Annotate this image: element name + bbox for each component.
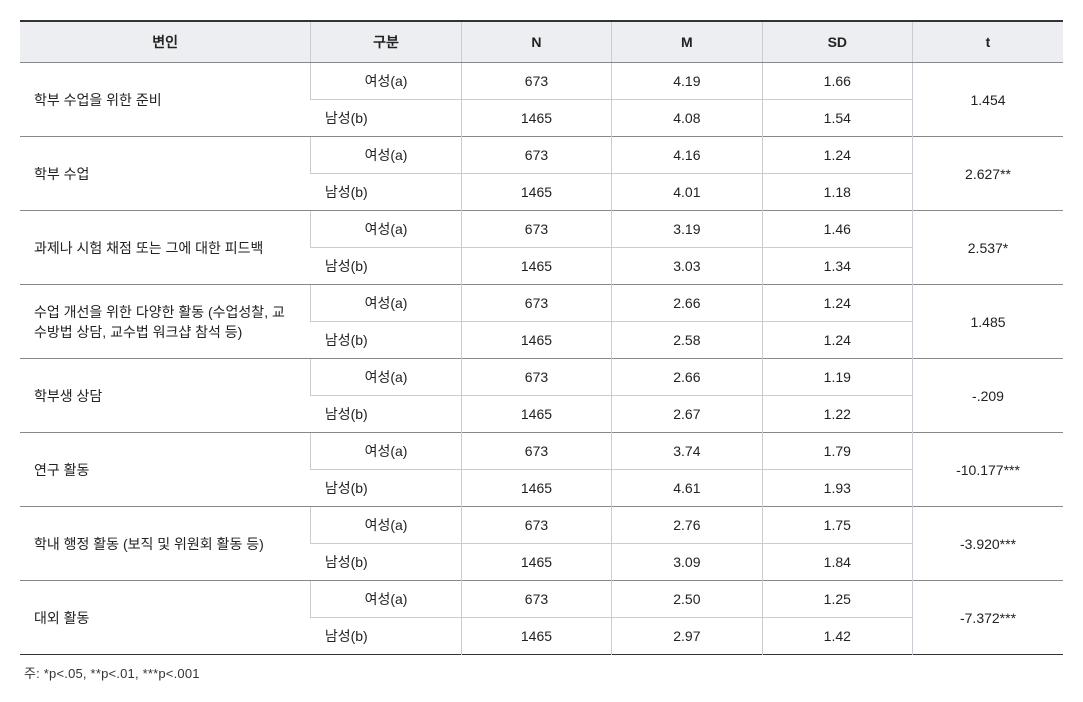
variable-label: 대외 활동 (20, 581, 311, 655)
n-cell: 1465 (461, 396, 611, 433)
group-cell: 남성(b) (311, 174, 461, 211)
variable-label: 연구 활동 (20, 433, 311, 507)
m-cell: 2.67 (612, 396, 762, 433)
sd-cell: 1.19 (762, 359, 912, 396)
header-variable: 변인 (20, 21, 311, 63)
header-n: N (461, 21, 611, 63)
group-cell: 여성(a) (311, 433, 461, 470)
sd-cell: 1.79 (762, 433, 912, 470)
t-cell: 2.627** (913, 137, 1063, 211)
header-sd: SD (762, 21, 912, 63)
sd-cell: 1.46 (762, 211, 912, 248)
sd-cell: 1.24 (762, 322, 912, 359)
sd-cell: 1.84 (762, 544, 912, 581)
group-cell: 여성(a) (311, 359, 461, 396)
sd-cell: 1.24 (762, 137, 912, 174)
n-cell: 673 (461, 285, 611, 322)
group-cell: 여성(a) (311, 63, 461, 100)
table-row: 학내 행정 활동 (보직 및 위원회 활동 등)여성(a)6732.761.75… (20, 507, 1063, 544)
table-row: 연구 활동여성(a)6733.741.79-10.177*** (20, 433, 1063, 470)
group-cell: 남성(b) (311, 470, 461, 507)
variable-label: 학부 수업 (20, 137, 311, 211)
t-cell: 2.537* (913, 211, 1063, 285)
n-cell: 673 (461, 137, 611, 174)
n-cell: 1465 (461, 248, 611, 285)
group-cell: 여성(a) (311, 137, 461, 174)
variable-label: 학내 행정 활동 (보직 및 위원회 활동 등) (20, 507, 311, 581)
group-cell: 남성(b) (311, 396, 461, 433)
m-cell: 2.76 (612, 507, 762, 544)
m-cell: 2.58 (612, 322, 762, 359)
sd-cell: 1.24 (762, 285, 912, 322)
n-cell: 1465 (461, 322, 611, 359)
table-row: 수업 개선을 위한 다양한 활동 (수업성찰, 교수방법 상담, 교수법 워크샵… (20, 285, 1063, 322)
n-cell: 673 (461, 433, 611, 470)
header-t: t (913, 21, 1063, 63)
variable-label: 학부생 상담 (20, 359, 311, 433)
m-cell: 2.50 (612, 581, 762, 618)
table-head: 변인 구분 N M SD t (20, 21, 1063, 63)
group-cell: 남성(b) (311, 322, 461, 359)
stats-table-container: 변인 구분 N M SD t 학부 수업을 위한 준비여성(a)6734.191… (20, 20, 1063, 682)
group-cell: 남성(b) (311, 544, 461, 581)
group-cell: 여성(a) (311, 581, 461, 618)
sd-cell: 1.93 (762, 470, 912, 507)
n-cell: 673 (461, 359, 611, 396)
sd-cell: 1.54 (762, 100, 912, 137)
t-cell: -.209 (913, 359, 1063, 433)
m-cell: 4.01 (612, 174, 762, 211)
n-cell: 1465 (461, 174, 611, 211)
m-cell: 3.03 (612, 248, 762, 285)
t-cell: -10.177*** (913, 433, 1063, 507)
table-row: 대외 활동여성(a)6732.501.25-7.372*** (20, 581, 1063, 618)
table-row: 학부 수업여성(a)6734.161.242.627** (20, 137, 1063, 174)
table-row: 과제나 시험 채점 또는 그에 대한 피드백여성(a)6733.191.462.… (20, 211, 1063, 248)
m-cell: 4.16 (612, 137, 762, 174)
t-cell: -3.920*** (913, 507, 1063, 581)
variable-label: 학부 수업을 위한 준비 (20, 63, 311, 137)
sd-cell: 1.22 (762, 396, 912, 433)
m-cell: 2.66 (612, 359, 762, 396)
group-cell: 남성(b) (311, 248, 461, 285)
m-cell: 2.66 (612, 285, 762, 322)
sd-cell: 1.18 (762, 174, 912, 211)
variable-label: 수업 개선을 위한 다양한 활동 (수업성찰, 교수방법 상담, 교수법 워크샵… (20, 285, 311, 359)
n-cell: 673 (461, 507, 611, 544)
m-cell: 3.19 (612, 211, 762, 248)
t-cell: 1.454 (913, 63, 1063, 137)
sd-cell: 1.75 (762, 507, 912, 544)
m-cell: 4.19 (612, 63, 762, 100)
m-cell: 3.09 (612, 544, 762, 581)
n-cell: 673 (461, 63, 611, 100)
group-cell: 여성(a) (311, 507, 461, 544)
footnote: 주: *p<.05, **p<.01, ***p<.001 (20, 663, 1063, 682)
table-body: 학부 수업을 위한 준비여성(a)6734.191.661.454남성(b)14… (20, 63, 1063, 655)
variable-label: 과제나 시험 채점 또는 그에 대한 피드백 (20, 211, 311, 285)
n-cell: 1465 (461, 470, 611, 507)
t-cell: 1.485 (913, 285, 1063, 359)
table-row: 학부생 상담여성(a)6732.661.19-.209 (20, 359, 1063, 396)
group-cell: 여성(a) (311, 211, 461, 248)
stats-table: 변인 구분 N M SD t 학부 수업을 위한 준비여성(a)6734.191… (20, 20, 1063, 655)
group-cell: 남성(b) (311, 100, 461, 137)
m-cell: 4.61 (612, 470, 762, 507)
n-cell: 673 (461, 581, 611, 618)
m-cell: 4.08 (612, 100, 762, 137)
n-cell: 1465 (461, 100, 611, 137)
group-cell: 여성(a) (311, 285, 461, 322)
t-cell: -7.372*** (913, 581, 1063, 655)
sd-cell: 1.25 (762, 581, 912, 618)
header-m: M (612, 21, 762, 63)
sd-cell: 1.66 (762, 63, 912, 100)
m-cell: 3.74 (612, 433, 762, 470)
sd-cell: 1.34 (762, 248, 912, 285)
n-cell: 673 (461, 211, 611, 248)
table-row: 학부 수업을 위한 준비여성(a)6734.191.661.454 (20, 63, 1063, 100)
header-group: 구분 (311, 21, 461, 63)
n-cell: 1465 (461, 544, 611, 581)
